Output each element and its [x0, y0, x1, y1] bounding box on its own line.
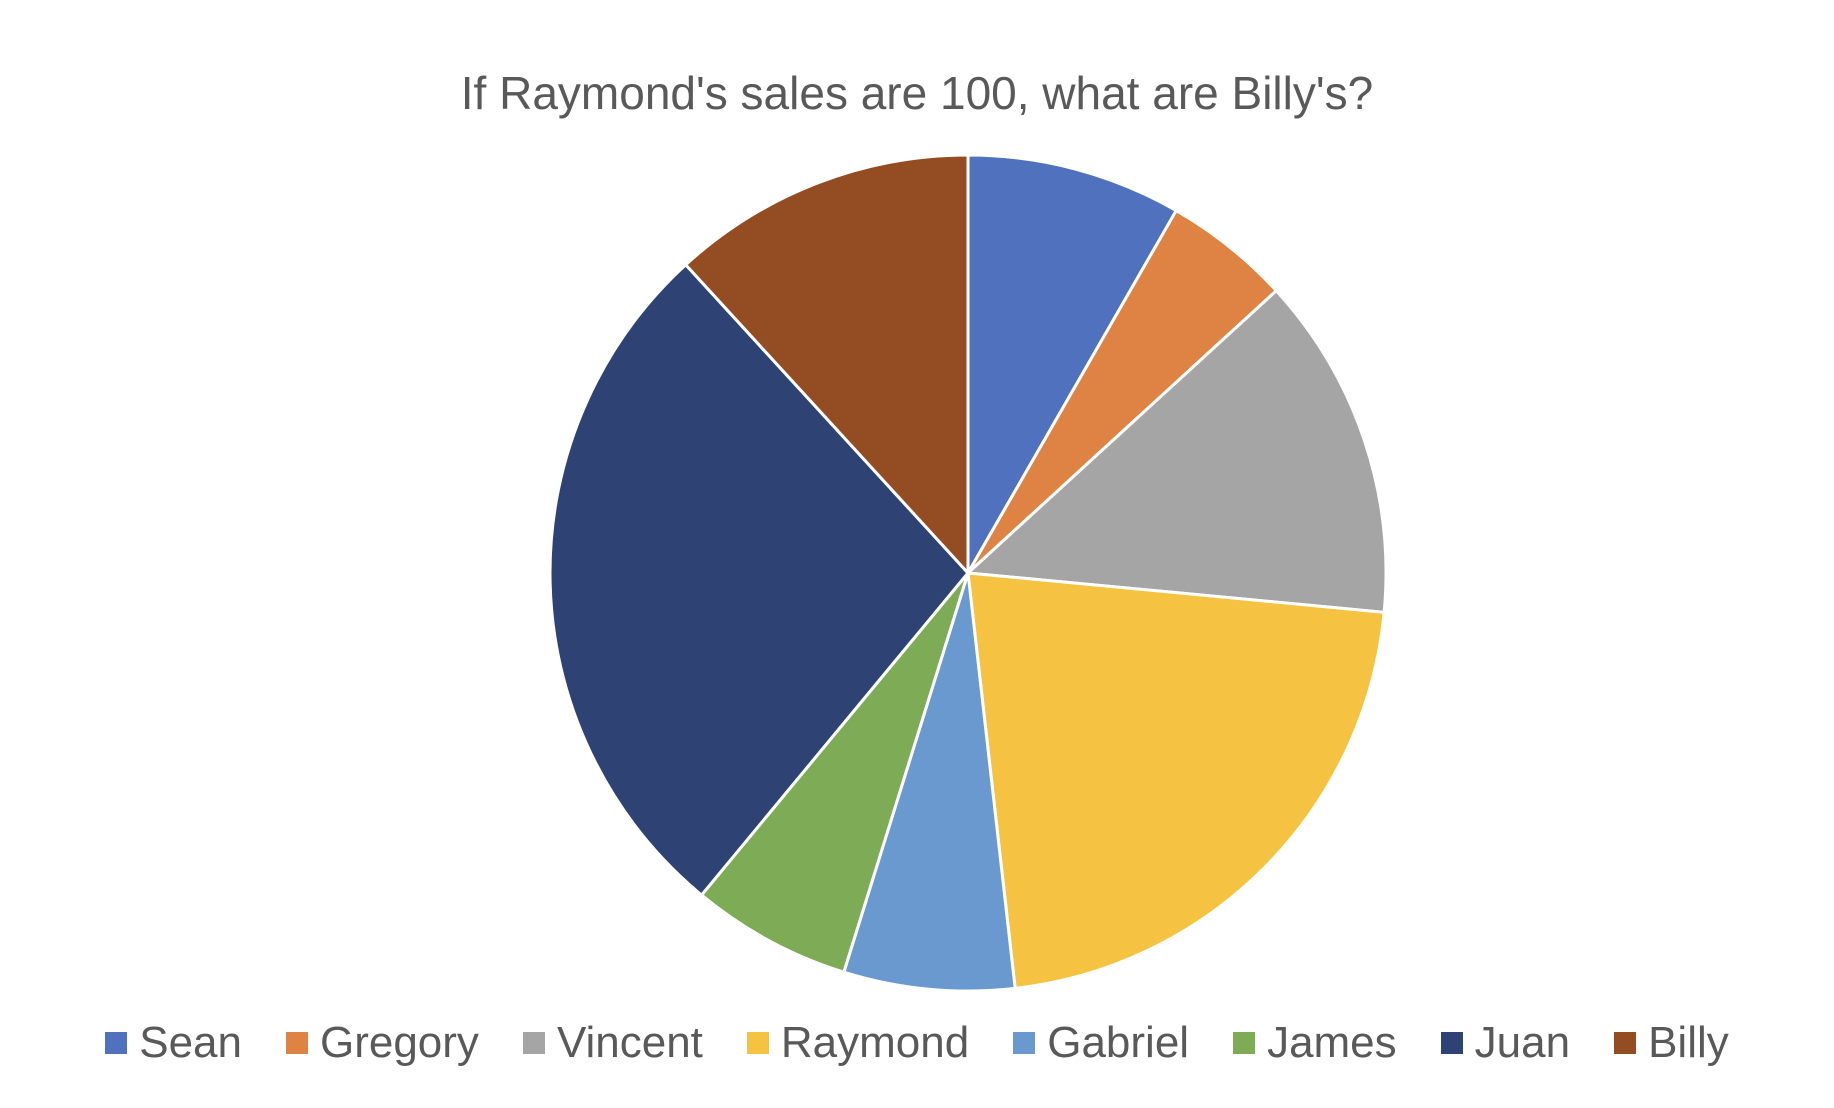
- legend-label: Billy: [1648, 1018, 1729, 1067]
- pie-slice-james: [700, 571, 970, 974]
- legend-swatch: [1440, 1032, 1463, 1054]
- legend: Sean Gregory Vincent Raymond Gabriel James Jua…: [0, 1018, 1834, 1068]
- legend-item-gregory: Gregory: [285, 1018, 479, 1068]
- legend-swatch: [1233, 1032, 1256, 1054]
- legend-item-james: James: [1233, 1018, 1397, 1068]
- legend-label: Vincent: [556, 1018, 703, 1067]
- legend-item-gabriel: Gabriel: [1013, 1018, 1189, 1068]
- legend-label: Gregory: [319, 1018, 479, 1067]
- legend-item-vincent: Vincent: [522, 1018, 703, 1068]
- legend-swatch: [105, 1032, 128, 1054]
- legend-swatch: [522, 1032, 545, 1054]
- legend-item-raymond: Raymond: [746, 1018, 970, 1068]
- legend-label: Raymond: [780, 1018, 970, 1067]
- legend-label: Gabriel: [1047, 1018, 1190, 1067]
- legend-label: Sean: [139, 1018, 242, 1067]
- legend-label: Juan: [1474, 1018, 1571, 1067]
- legend-swatch: [1013, 1032, 1036, 1054]
- legend-swatch: [746, 1032, 769, 1054]
- legend-item-sean: Sean: [105, 1018, 242, 1068]
- pie-slice-vincent: [966, 289, 1388, 614]
- legend-swatch: [1614, 1032, 1637, 1054]
- pie-slice-juan: [548, 263, 970, 897]
- pie-slice-sean: [966, 153, 1178, 575]
- pie-slice-billy: [684, 153, 970, 575]
- legend-item-billy: Billy: [1614, 1018, 1729, 1068]
- pie-slice-raymond: [966, 571, 1386, 990]
- pie-slice-gabriel: [842, 571, 1017, 993]
- legend-swatch: [285, 1032, 308, 1054]
- legend-label: James: [1267, 1018, 1397, 1067]
- legend-item-juan: Juan: [1440, 1018, 1571, 1068]
- chart-title: If Raymond's sales are 100, what are Bil…: [460, 67, 1374, 119]
